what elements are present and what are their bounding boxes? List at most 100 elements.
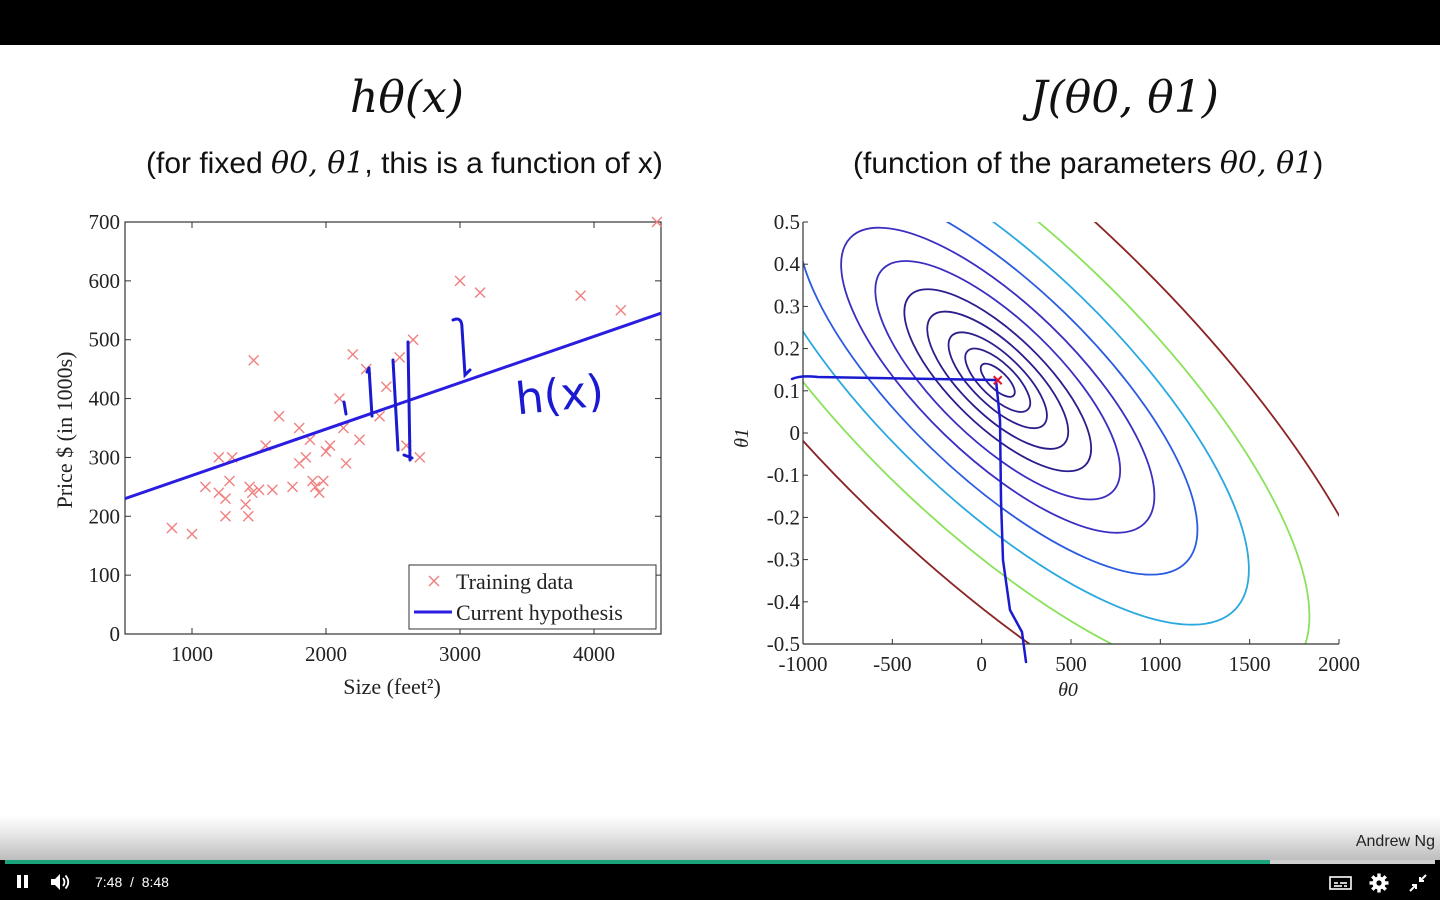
training-point (454, 275, 466, 287)
cost-contour-chart: -0.5 -0.4 -0.3 -0.2 -0.1 0 0.1 0.2 0.3 0.4 0.5 -100… (731, 210, 1360, 701)
x-tick-label: 2000 (1318, 652, 1360, 676)
training-point (248, 354, 260, 366)
training-point (273, 410, 285, 422)
settings-icon (1369, 873, 1389, 893)
exit-fullscreen-button[interactable] (1409, 874, 1427, 892)
x-tick-label: 2000 (305, 642, 347, 666)
y-tick-label: 200 (89, 504, 121, 528)
training-point (651, 216, 663, 228)
player-controls (0, 860, 1440, 900)
progress-bar[interactable] (5, 860, 1435, 864)
y-tick-label: 0.4 (774, 252, 801, 276)
settings-button[interactable] (1369, 873, 1389, 893)
contour-line (803, 222, 1311, 644)
training-point (244, 481, 256, 493)
legend-label-hypothesis: Current hypothesis (456, 600, 623, 625)
y-tick-label: 0.2 (774, 337, 800, 361)
y-tick-label: 100 (89, 563, 121, 587)
training-point (407, 334, 419, 346)
training-point (293, 422, 305, 434)
y-tick-label: 500 (89, 328, 121, 352)
training-point (300, 451, 312, 463)
training-point (317, 475, 329, 487)
x-tick-label: 1000 (1139, 652, 1181, 676)
error-mark (342, 400, 348, 416)
right-subtitle: (function of the parameters θ0, θ1) (853, 146, 1323, 181)
progress-fill (5, 860, 1270, 864)
training-point (186, 528, 198, 540)
training-point (309, 481, 321, 493)
x-tick-label: -500 (873, 652, 912, 676)
parameter-marker (993, 375, 1003, 385)
y-tick-label: -0.3 (767, 548, 800, 572)
hypothesis-line (124, 311, 662, 501)
y-tick-label: 700 (89, 210, 121, 234)
trace-vertical (994, 378, 1028, 664)
contour-line (803, 222, 1199, 576)
slide-bottom-fade (0, 815, 1440, 860)
training-point (307, 475, 319, 487)
left-subtitle-suffix: , this is a function of x) (364, 147, 663, 180)
y-tick-label: 0.5 (774, 210, 800, 234)
training-point (474, 287, 486, 299)
contour-line (903, 288, 1093, 473)
x-tick-label: 3000 (439, 642, 481, 666)
right-subtitle-math: θ0, θ1 (1219, 146, 1314, 181)
top-letterbox (0, 0, 1440, 45)
training-point (313, 487, 325, 499)
x-tick-label: 1000 (171, 642, 213, 666)
hypothesis-scatter-chart: 0 100 200 300 400 500 600 700 1000 2000 3000 4000 h… (52, 210, 663, 699)
contour-line (947, 331, 1048, 430)
volume-button[interactable] (50, 873, 72, 891)
right-title: J(θ0, θ1) (1030, 72, 1219, 123)
time-separator-space (134, 874, 142, 890)
training-point (380, 381, 392, 393)
training-point (615, 304, 627, 316)
y-tick-label: -0.2 (767, 505, 800, 529)
contour-line (840, 226, 1156, 534)
trace-horizontal (790, 375, 998, 382)
error-mark (391, 358, 400, 452)
y-tick-label: 0.1 (774, 379, 800, 403)
y-tick-label: 0 (110, 622, 121, 646)
left-x-axis-label: Size (feet²) (343, 674, 441, 699)
training-point (347, 348, 359, 360)
training-point (414, 451, 426, 463)
error-mark (402, 453, 414, 460)
x-tick-label: 0 (976, 652, 987, 676)
training-point (575, 290, 587, 302)
training-point (166, 522, 178, 534)
left-title: hθ(x) (350, 72, 464, 123)
legend-marker-x (428, 575, 440, 587)
training-point (220, 493, 231, 505)
pause-icon (17, 875, 28, 888)
training-point (199, 481, 211, 493)
error-mark (365, 366, 374, 418)
left-subtitle: (for fixed θ0, θ1, this is a function of… (146, 146, 663, 181)
author-credit: Andrew Ng (1355, 833, 1435, 850)
handwritten-error-marks (342, 317, 472, 462)
training-point (246, 487, 258, 499)
training-point (220, 510, 231, 522)
left-legend: Training data Current hypothesis (408, 564, 657, 630)
current-time: 7:48 (95, 874, 123, 890)
training-point (253, 484, 265, 496)
training-point (324, 440, 336, 452)
training-point (354, 434, 365, 446)
y-tick-label: -0.4 (767, 590, 801, 614)
left-subtitle-prefix: (for fixed (146, 147, 272, 180)
left-subtitle-math: θ0, θ1 (271, 146, 365, 181)
y-tick-label: 600 (89, 269, 121, 293)
training-point (266, 484, 278, 496)
contour-line (979, 362, 1016, 398)
contour-line (803, 222, 1339, 644)
y-tick-label: 0 (790, 421, 801, 445)
captions-button[interactable] (1329, 875, 1353, 891)
right-y-axis-label: θ1 (731, 428, 753, 448)
training-point (213, 451, 225, 463)
pause-button[interactable] (14, 874, 32, 890)
training-point (224, 475, 236, 487)
training-point (287, 481, 298, 493)
duration: 8:48 (141, 874, 169, 890)
